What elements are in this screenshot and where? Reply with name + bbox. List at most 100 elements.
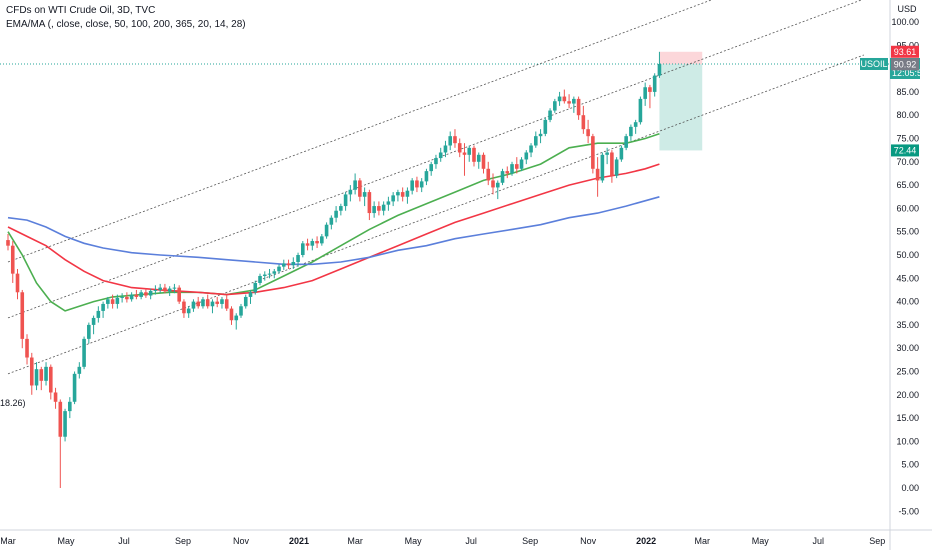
candle-body: [129, 294, 134, 300]
left-value-label: 18.26): [0, 398, 26, 408]
candle-body: [519, 159, 524, 169]
candle-body: [629, 126, 633, 137]
candle-body: [362, 192, 367, 197]
candle-body: [58, 401, 63, 437]
candle-body: [68, 401, 72, 412]
y-tick-label: 95.00: [896, 40, 919, 50]
candle: [324, 222, 329, 239]
candle: [77, 362, 82, 379]
candle-body: [44, 366, 48, 381]
parallel-channel[interactable]: [7, 0, 865, 375]
candle-body: [448, 136, 453, 146]
moving-averages: [7, 133, 660, 312]
candle: [457, 138, 462, 158]
candle: [467, 145, 472, 162]
candle-body: [262, 274, 267, 276]
candle-body: [277, 266, 281, 272]
price-axis[interactable]: USD100.0095.0090.0085.0080.0075.0070.006…: [889, 0, 919, 550]
candle-body: [572, 98, 576, 104]
y-tick-label: 65.00: [896, 180, 919, 190]
candle-body: [106, 299, 110, 304]
candle-body: [367, 192, 372, 214]
candle-body: [581, 115, 586, 130]
candle-body: [87, 324, 91, 339]
x-tick-label: May: [58, 536, 76, 546]
x-tick-label: Jul: [465, 536, 477, 546]
candle-body: [53, 392, 58, 402]
x-tick-label: May: [752, 536, 770, 546]
candle: [424, 168, 429, 186]
candle: [234, 313, 239, 330]
candle: [58, 399, 63, 488]
candle: [419, 178, 424, 193]
candle-body: [205, 299, 210, 307]
candle-body: [167, 288, 172, 292]
y-tick-label: 75.00: [896, 134, 919, 144]
candle: [96, 306, 101, 323]
candle: [320, 234, 324, 246]
candle-body: [91, 317, 96, 325]
candle-body: [20, 292, 25, 339]
candle: [600, 152, 605, 183]
candle-body: [191, 301, 196, 309]
candle-body: [63, 411, 67, 437]
candle-body: [25, 338, 29, 358]
candle-body: [396, 192, 400, 196]
y-tick-label: 35.00: [896, 320, 919, 330]
candle: [167, 286, 172, 297]
candle: [82, 336, 86, 370]
candle-body: [10, 245, 15, 274]
candle: [25, 334, 29, 365]
candle-body: [272, 271, 277, 274]
candle: [595, 157, 600, 197]
candle: [576, 96, 581, 120]
candle-body: [591, 136, 595, 169]
candle: [605, 147, 609, 165]
candle-body: [614, 159, 619, 176]
candle-body: [391, 195, 395, 202]
y-tick-label: 50.00: [896, 250, 919, 260]
candle: [10, 241, 15, 283]
candle-body: [305, 243, 310, 246]
candle: [514, 157, 519, 174]
price-tag-label: 93.61: [894, 47, 917, 57]
candle-body: [562, 96, 567, 102]
x-tick-label: Jul: [812, 536, 824, 546]
candle: [610, 150, 614, 183]
candle-body: [229, 308, 234, 321]
symbol-tag-box: [860, 57, 888, 70]
candle: [315, 236, 319, 249]
y-tick-label: 85.00: [896, 87, 919, 97]
y-tick-label: 45.00: [896, 273, 919, 283]
candle: [72, 371, 77, 405]
candle-body: [348, 189, 353, 195]
candle: [391, 192, 395, 207]
channel-line: [7, 0, 713, 263]
time-axis[interactable]: Mar May Jul Sep Nov 2021 Mar May Jul Sep Nov 2022 Ma…: [0, 529, 932, 546]
candle-body: [144, 292, 148, 296]
candle-body: [386, 201, 391, 205]
candle: [443, 140, 448, 158]
position-tool[interactable]: [0, 51, 890, 151]
candle: [633, 119, 638, 134]
candle-body: [638, 98, 643, 123]
candle-body: [29, 357, 34, 386]
candle-body: [476, 154, 481, 162]
candle: [638, 96, 643, 125]
stop-zone: [659, 51, 703, 65]
candle-body: [39, 369, 44, 381]
candle: [476, 152, 481, 169]
symbol-label: USOIL: [860, 59, 887, 69]
candle: [106, 296, 110, 309]
candle-body: [234, 315, 239, 321]
candle: [272, 268, 277, 279]
candle: [453, 129, 457, 148]
candle: [186, 306, 191, 318]
chart-title: CFDs on WTI Crude Oil, 3D, TVC: [6, 5, 156, 16]
candle-body: [400, 192, 405, 197]
candle-body: [324, 224, 329, 237]
candle: [486, 161, 491, 186]
price-tag-box: [891, 45, 919, 58]
